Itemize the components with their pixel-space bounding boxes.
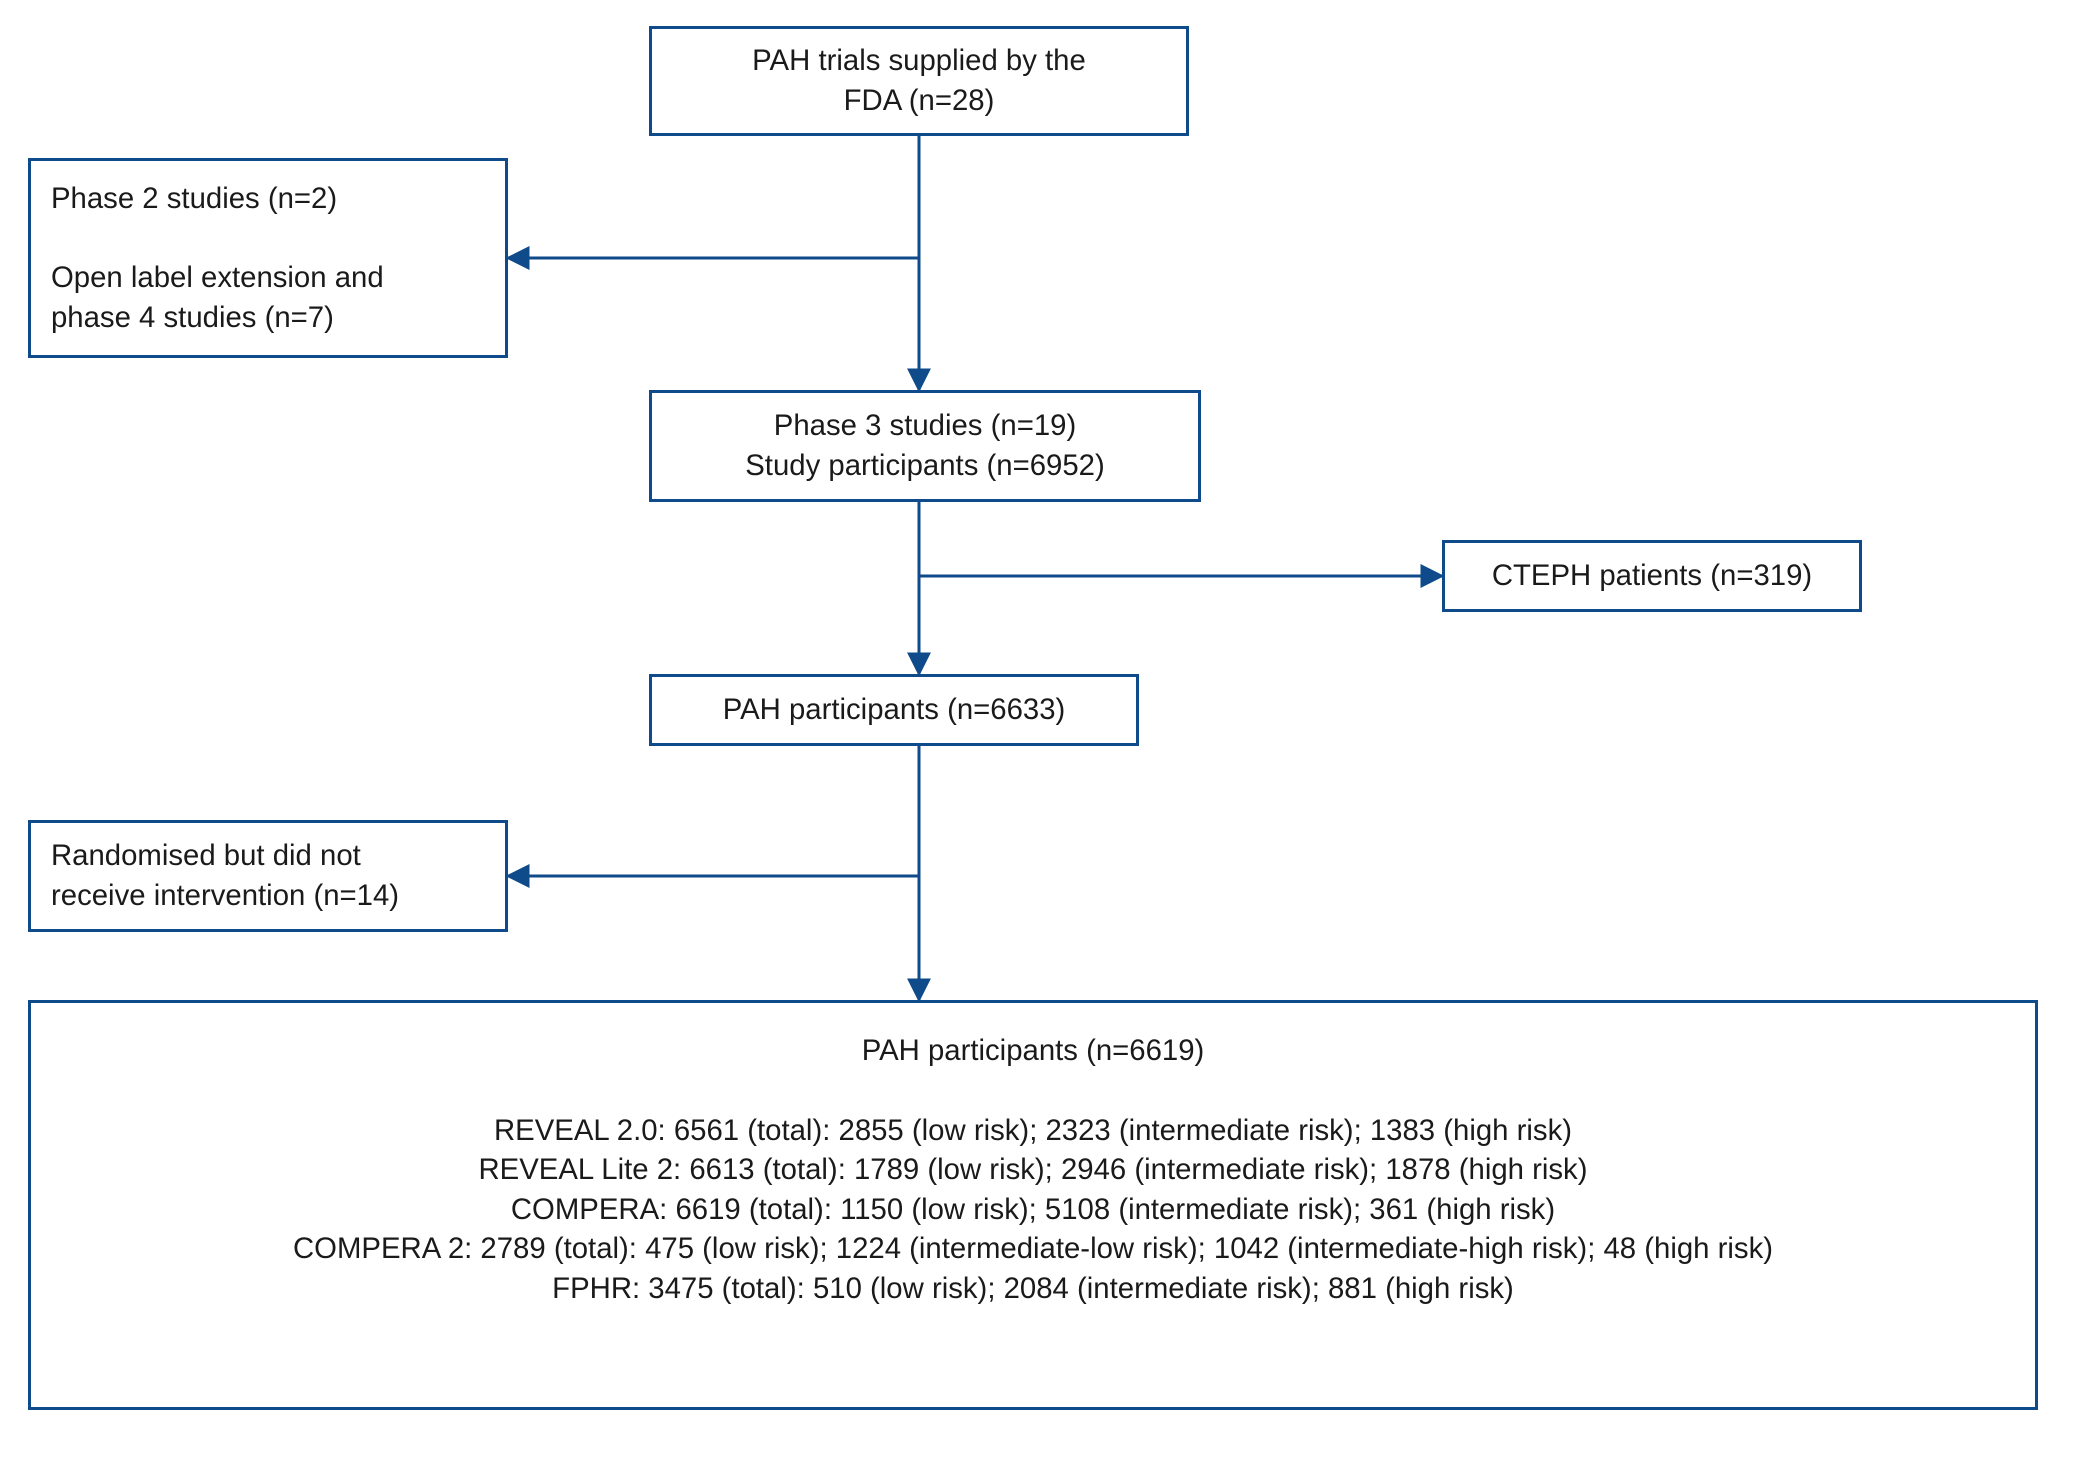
node-line xyxy=(51,218,59,258)
node-line: FDA (n=28) xyxy=(844,81,995,121)
node-line: Open label extension and xyxy=(51,258,384,298)
node-final-row: REVEAL 2.0: 6561 (total): 2855 (low risk… xyxy=(494,1111,1572,1151)
node-final-pah-participants: PAH participants (n=6619) REVEAL 2.0: 656… xyxy=(28,1000,2038,1410)
node-line: PAH trials supplied by the xyxy=(752,41,1086,81)
node-final-title: PAH participants (n=6619) xyxy=(862,1031,1205,1071)
node-final-row: FPHR: 3475 (total): 510 (low risk); 2084… xyxy=(552,1269,1514,1309)
node-line: Phase 2 studies (n=2) xyxy=(51,179,337,219)
node-line: CTEPH patients (n=319) xyxy=(1492,556,1812,596)
node-line: phase 4 studies (n=7) xyxy=(51,298,334,338)
flowchart-canvas: PAH trials supplied by theFDA (n=28) Pha… xyxy=(0,0,2085,1457)
node-final-row: COMPERA 2: 2789 (total): 475 (low risk);… xyxy=(293,1229,1773,1269)
node-line: Randomised but did not xyxy=(51,836,361,876)
node-line: Phase 3 studies (n=19) xyxy=(774,406,1076,446)
node-line: Study participants (n=6952) xyxy=(745,446,1105,486)
node-line: PAH participants (n=6633) xyxy=(723,690,1066,730)
node-cteph: CTEPH patients (n=319) xyxy=(1442,540,1862,612)
node-randomised-excl: Randomised but did notreceive interventi… xyxy=(28,820,508,932)
node-pah-participants: PAH participants (n=6633) xyxy=(649,674,1139,746)
node-exclusion-phase: Phase 2 studies (n=2) Open label extensi… xyxy=(28,158,508,358)
node-phase3: Phase 3 studies (n=19)Study participants… xyxy=(649,390,1201,502)
node-final-row: REVEAL Lite 2: 6613 (total): 1789 (low r… xyxy=(479,1150,1588,1190)
node-pah-trials: PAH trials supplied by theFDA (n=28) xyxy=(649,26,1189,136)
node-line: receive intervention (n=14) xyxy=(51,876,399,916)
node-final-row: COMPERA: 6619 (total): 1150 (low risk); … xyxy=(511,1190,1555,1230)
